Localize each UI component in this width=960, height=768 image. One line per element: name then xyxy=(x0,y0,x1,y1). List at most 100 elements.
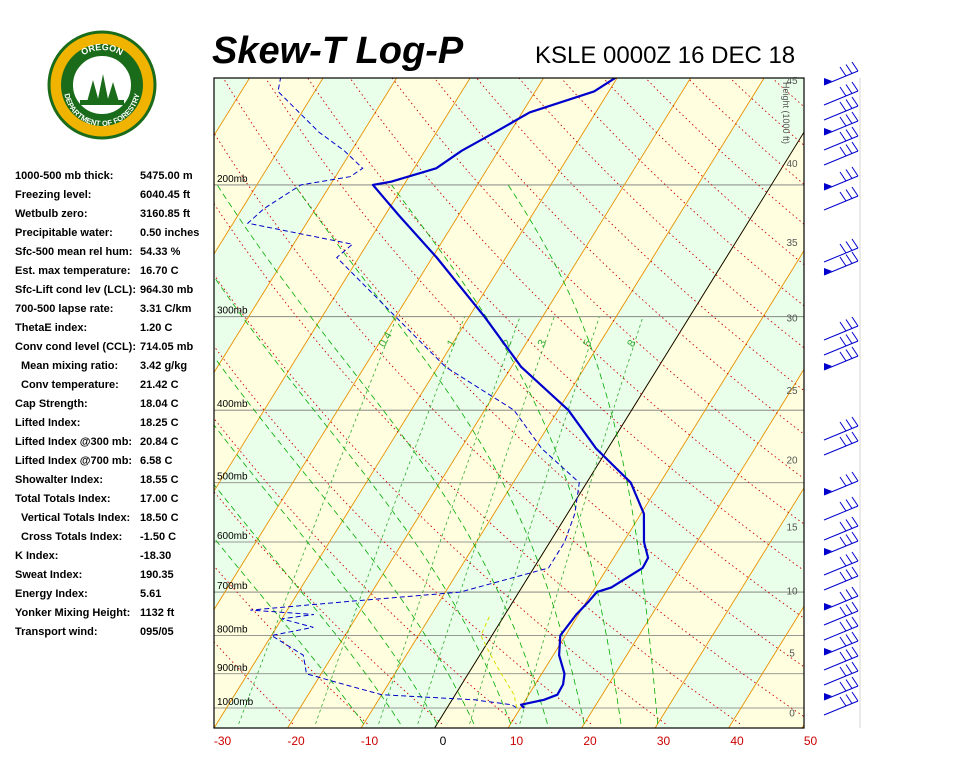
wind-barb-feather xyxy=(851,238,859,249)
wind-barb xyxy=(823,186,859,211)
stat-value: 16.70 C xyxy=(140,265,179,277)
stat-label: Showalter Index: xyxy=(15,474,104,486)
wind-barb-staff xyxy=(823,685,859,701)
isotherm-line xyxy=(654,486,804,728)
wind-barb-feather xyxy=(839,536,847,547)
stat-label: ThetaE index: xyxy=(15,322,88,334)
isotherm-line xyxy=(360,78,765,728)
mixing-ratio-label: 5 xyxy=(581,338,594,349)
mixing-ratio-line xyxy=(315,316,465,725)
stat-value: 1132 ft xyxy=(140,607,175,619)
wind-barb-flag xyxy=(824,363,832,370)
x-tick-label: 40 xyxy=(730,734,744,748)
wind-barb-feather xyxy=(839,606,847,617)
wind-barb-staff xyxy=(823,575,859,591)
isotherm-line xyxy=(728,605,804,728)
wind-barb xyxy=(823,416,859,441)
wind-barb-feather xyxy=(839,146,847,157)
wind-barb-flag xyxy=(824,268,832,275)
mixing-ratio-label: 2 xyxy=(501,338,514,349)
wind-barb xyxy=(823,616,859,641)
isotherm-line xyxy=(214,78,544,611)
line-layer: 0.4 1 2 3 5 8 xyxy=(0,78,804,728)
wind-barb-feather xyxy=(839,476,847,487)
wind-barb-flag xyxy=(824,648,832,655)
wind-barb-feather xyxy=(839,696,847,707)
wind-barb-feather xyxy=(839,591,847,602)
wind-barb-feather xyxy=(851,111,859,122)
svg-text:OREGON: OREGON xyxy=(79,42,124,57)
dry-adiabat-line xyxy=(214,417,517,725)
mixing-ratio-line xyxy=(238,316,398,725)
temperature-band xyxy=(0,78,176,728)
wind-barb-staff xyxy=(823,135,859,151)
wind-barb-feather xyxy=(851,166,859,177)
wind-barb xyxy=(823,631,859,656)
wind-barb-staff xyxy=(823,425,859,441)
x-tick-label: 30 xyxy=(657,734,671,748)
stat-label: Transport wind: xyxy=(15,626,98,638)
moist-adiabat-line xyxy=(294,184,585,724)
isotherm-line xyxy=(0,78,103,728)
wind-barb-feather xyxy=(851,316,859,327)
wind-barb-feather xyxy=(839,501,847,512)
wind-barb-staff xyxy=(823,700,859,716)
wind-barb-feather xyxy=(845,129,853,139)
stat-label: Vertical Totals Index: xyxy=(21,512,131,524)
wind-barb-feather xyxy=(845,554,853,564)
x-tick-label: 20 xyxy=(583,734,597,748)
wind-barb-feather xyxy=(851,631,859,642)
dry-adiabat-line xyxy=(391,78,804,480)
wind-barb-staff xyxy=(823,440,859,456)
temperature-band xyxy=(287,78,765,728)
wind-barb-feather xyxy=(851,126,859,137)
pressure-label: 400mb xyxy=(217,399,248,410)
wind-barb-feather xyxy=(845,254,853,264)
wind-barb-feather xyxy=(851,601,859,612)
wind-barb-feather xyxy=(839,171,847,182)
mixing-ratio-label: 3 xyxy=(536,338,549,349)
wind-barb-feather xyxy=(851,516,859,527)
pressure-label: 700mb xyxy=(217,581,248,592)
wind-barb-feather xyxy=(839,681,847,692)
wind-barb-staff xyxy=(823,625,859,641)
wind-barb-staff xyxy=(823,105,859,121)
wind-barb-feather xyxy=(839,131,847,142)
wind-barb-feather xyxy=(839,521,847,532)
wind-barb xyxy=(823,81,859,106)
isotherm-line xyxy=(214,78,324,255)
height-tick-label: 20 xyxy=(786,456,798,467)
stat-label: 700-500 lapse rate: xyxy=(15,303,114,315)
wind-barb-feather xyxy=(851,141,859,152)
pressure-label: 300mb xyxy=(217,306,248,317)
wind-barb-column xyxy=(823,61,861,728)
mixing-ratio-line xyxy=(417,316,555,725)
wind-barb xyxy=(823,126,859,151)
stat-label: 1000-500 mb thick: xyxy=(15,170,114,182)
stat-value: 18.50 C xyxy=(140,512,179,524)
moist-adiabat-line xyxy=(216,184,548,724)
stat-value: 5475.00 m xyxy=(140,170,193,182)
wind-barb-feather xyxy=(851,616,859,627)
pressure-label: 600mb xyxy=(217,531,248,542)
stat-value: 3.31 C/km xyxy=(140,303,192,315)
stat-label: Est. max temperature: xyxy=(15,265,131,277)
stat-value: 54.33 % xyxy=(140,246,181,258)
wind-barb-staff xyxy=(823,610,859,626)
stat-value: 21.42 C xyxy=(140,379,179,391)
wind-barb-staff xyxy=(823,355,859,371)
wind-barb-feather xyxy=(845,604,853,614)
wind-barb xyxy=(823,516,859,541)
height-tick-label: 45 xyxy=(786,76,798,87)
wind-barb-feather xyxy=(851,81,859,92)
moist-adiabat-line xyxy=(507,184,659,724)
wind-barb-staff xyxy=(823,260,859,276)
x-tick-label: 50 xyxy=(804,734,818,748)
height-tick-label: 0 xyxy=(789,708,795,719)
stat-label: Lifted Index @700 mb: xyxy=(15,455,133,467)
moist-adiabat-line xyxy=(214,276,512,725)
height-tick-label: 10 xyxy=(786,587,798,598)
wind-barb-feather xyxy=(851,96,859,107)
wind-barb xyxy=(823,141,859,166)
